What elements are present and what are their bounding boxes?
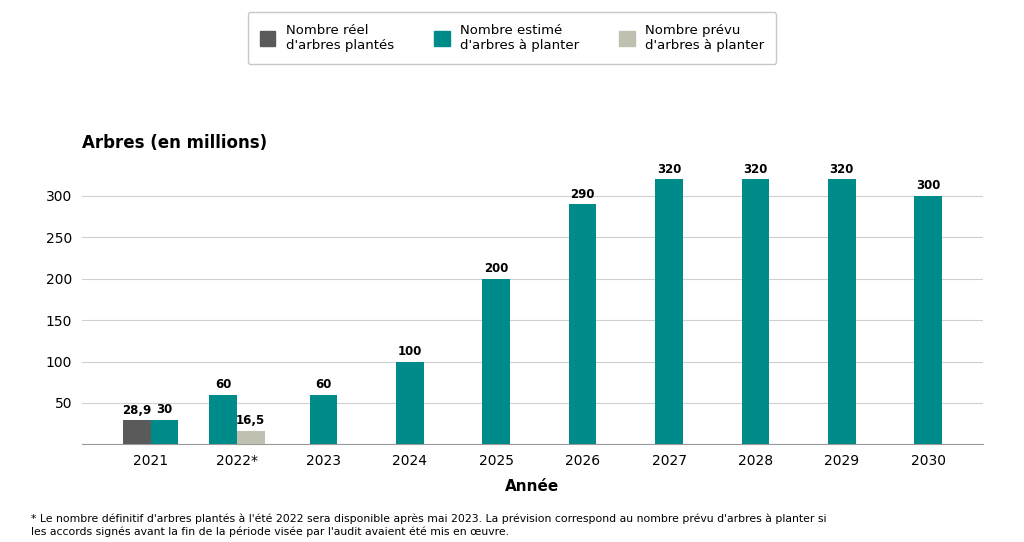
Bar — [151, 420, 178, 444]
Bar — [123, 421, 151, 444]
Text: 300: 300 — [916, 179, 940, 192]
Text: 290: 290 — [570, 188, 595, 201]
Legend: Nombre réel
d'arbres plantés, Nombre estimé
d'arbres à planter, Nombre prévu
d'a: Nombre réel d'arbres plantés, Nombre est… — [248, 12, 776, 64]
Text: 16,5: 16,5 — [237, 415, 265, 428]
Bar — [568, 204, 596, 444]
Text: 320: 320 — [829, 163, 854, 176]
Bar — [741, 179, 769, 444]
Text: 320: 320 — [656, 163, 681, 176]
Bar — [655, 179, 683, 444]
Text: 60: 60 — [315, 378, 332, 391]
Text: 200: 200 — [484, 262, 508, 275]
Bar — [237, 431, 264, 444]
Text: 320: 320 — [743, 163, 768, 176]
Bar — [828, 179, 856, 444]
Text: 30: 30 — [157, 403, 172, 416]
Text: 60: 60 — [215, 378, 231, 391]
Bar — [482, 279, 510, 444]
Bar — [914, 196, 942, 444]
Text: 100: 100 — [397, 345, 422, 358]
Text: Arbres (en millions): Arbres (en millions) — [82, 134, 267, 152]
Text: 28,9: 28,9 — [122, 404, 152, 417]
Bar — [396, 362, 424, 444]
Bar — [209, 395, 237, 444]
X-axis label: Année: Année — [506, 479, 559, 494]
Text: * Le nombre définitif d'arbres plantés à l'été 2022 sera disponible après mai 20: * Le nombre définitif d'arbres plantés à… — [31, 514, 826, 537]
Bar — [309, 395, 337, 444]
